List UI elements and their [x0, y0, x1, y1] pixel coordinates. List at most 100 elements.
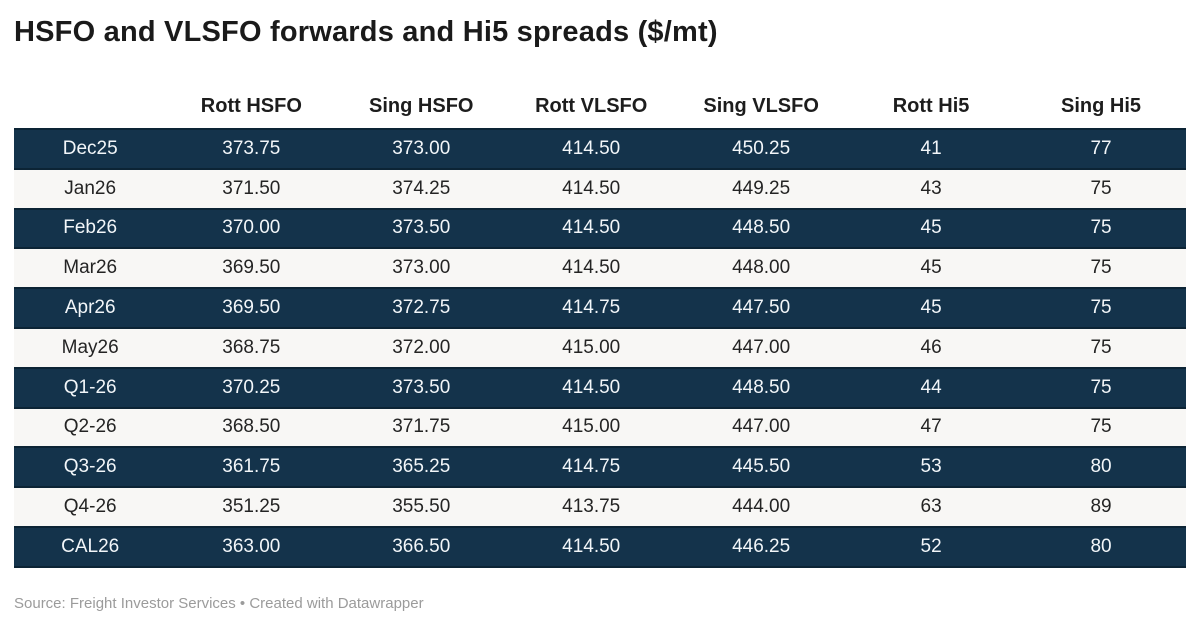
column-header: Sing VLSFO — [703, 95, 819, 117]
value-cell: 372.75 — [392, 297, 451, 319]
value-cell: 448.00 — [732, 257, 791, 279]
value-cell: 448.50 — [732, 376, 791, 398]
value-cell: 43 — [920, 177, 942, 199]
source-attribution: Source: Freight Investor Services • Crea… — [14, 594, 424, 612]
value-cell: 89 — [1090, 496, 1112, 518]
row-label-cell: Q3-26 — [63, 456, 117, 478]
row-label-cell: CAL26 — [61, 535, 120, 557]
value-cell: 414.50 — [562, 137, 621, 159]
value-cell: 445.50 — [732, 456, 791, 478]
value-cell: 414.75 — [562, 456, 621, 478]
value-cell: 371.75 — [392, 416, 451, 438]
value-cell: 373.50 — [392, 217, 451, 239]
value-cell: 52 — [920, 535, 942, 557]
value-cell: 373.00 — [392, 257, 451, 279]
value-cell: 373.00 — [392, 137, 451, 159]
table-row: Mar26 369.50 373.00 414.50 448.00 45 75 — [14, 248, 1186, 289]
table-row: May26 368.75 372.00 415.00 447.00 46 75 — [14, 327, 1186, 368]
row-label-cell: Q4-26 — [63, 496, 117, 518]
table-head: Rott HSFO Sing HSFO Rott VLSFO Sing VLSFO Ro… — [14, 85, 1186, 129]
value-cell: 45 — [920, 217, 942, 239]
value-cell: 80 — [1090, 456, 1112, 478]
value-cell: 368.50 — [222, 416, 281, 438]
value-cell: 41 — [920, 137, 942, 159]
value-cell: 373.50 — [392, 376, 451, 398]
value-cell: 448.50 — [732, 217, 791, 239]
value-cell: 361.75 — [222, 456, 281, 478]
value-cell: 80 — [1090, 535, 1112, 557]
value-cell: 75 — [1090, 177, 1112, 199]
value-cell: 75 — [1090, 336, 1112, 358]
value-cell: 53 — [920, 456, 942, 478]
value-cell: 355.50 — [392, 496, 451, 518]
table-row: Q4-26 351.25 355.50 413.75 444.00 63 89 — [14, 487, 1186, 527]
table-row: Apr26 369.50 372.75 414.75 447.50 45 75 — [14, 288, 1186, 328]
row-label-cell: Jan26 — [64, 177, 117, 199]
value-cell: 371.50 — [222, 177, 281, 199]
table-row: Jan26 371.50 374.25 414.50 449.25 43 75 — [14, 168, 1186, 209]
value-cell: 446.25 — [732, 535, 791, 557]
value-cell: 415.00 — [562, 416, 621, 438]
value-cell: 414.50 — [562, 217, 621, 239]
column-header: Sing Hi5 — [1061, 95, 1142, 117]
value-cell: 447.00 — [732, 336, 791, 358]
value-cell: 363.00 — [222, 535, 281, 557]
table-row: Dec25 373.75 373.00 414.50 450.25 41 77 — [14, 129, 1186, 169]
value-cell: 373.75 — [222, 137, 281, 159]
value-cell: 366.50 — [392, 535, 451, 557]
page: HSFO and VLSFO forwards and Hi5 spreads … — [0, 14, 1200, 628]
value-cell: 414.50 — [562, 257, 621, 279]
value-cell: 75 — [1090, 297, 1112, 319]
row-label-cell: Dec25 — [62, 137, 118, 159]
value-cell: 45 — [920, 297, 942, 319]
row-label-cell: May26 — [61, 336, 119, 358]
value-cell: 414.50 — [562, 376, 621, 398]
value-cell: 63 — [920, 496, 942, 518]
value-cell: 450.25 — [732, 137, 791, 159]
value-cell: 370.25 — [222, 376, 281, 398]
value-cell: 370.00 — [222, 217, 281, 239]
value-cell: 75 — [1090, 416, 1112, 438]
column-header: Rott Hi5 — [892, 95, 970, 117]
value-cell: 449.25 — [732, 177, 791, 199]
value-cell: 372.00 — [392, 336, 451, 358]
column-header-empty — [14, 85, 166, 129]
row-label-cell: Apr26 — [64, 297, 116, 319]
value-cell: 45 — [920, 257, 942, 279]
column-header: Sing HSFO — [369, 95, 474, 117]
table-row: Q3-26 361.75 365.25 414.75 445.50 53 80 — [14, 447, 1186, 488]
page-title: HSFO and VLSFO forwards and Hi5 spreads … — [14, 16, 718, 48]
value-cell: 414.75 — [562, 297, 621, 319]
value-cell: 77 — [1090, 137, 1112, 159]
value-cell: 444.00 — [732, 496, 791, 518]
row-label-cell: Feb26 — [63, 217, 118, 239]
value-cell: 75 — [1090, 257, 1112, 279]
value-cell: 47 — [920, 416, 942, 438]
table-body: Dec25 373.75 373.00 414.50 450.25 41 77 Jan26 37… — [14, 129, 1186, 567]
table-row: CAL26 363.00 366.50 414.50 446.25 52 80 — [14, 526, 1186, 567]
forwards-table: Rott HSFO Sing HSFO Rott VLSFO Sing VLSFO Ro… — [14, 85, 1186, 568]
value-cell: 44 — [920, 376, 942, 398]
value-cell: 415.00 — [562, 336, 621, 358]
table-row: Q1-26 370.25 373.50 414.50 448.50 44 75 — [14, 367, 1186, 408]
value-cell: 368.75 — [222, 336, 281, 358]
value-cell: 75 — [1090, 376, 1112, 398]
row-label-cell: Q1-26 — [63, 376, 117, 398]
value-cell: 351.25 — [222, 496, 281, 518]
value-cell: 447.50 — [732, 297, 791, 319]
value-cell: 447.00 — [732, 416, 791, 438]
value-cell: 369.50 — [222, 257, 281, 279]
value-cell: 365.25 — [392, 456, 451, 478]
column-header: Rott VLSFO — [535, 95, 648, 117]
value-cell: 75 — [1090, 217, 1112, 239]
table-row: Feb26 370.00 373.50 414.50 448.50 45 75 — [14, 208, 1186, 249]
value-cell: 46 — [920, 336, 942, 358]
table-header-row: Rott HSFO Sing HSFO Rott VLSFO Sing VLSFO Ro… — [14, 85, 1186, 129]
value-cell: 414.50 — [562, 535, 621, 557]
table-row: Q2-26 368.50 371.75 415.00 447.00 47 75 — [14, 407, 1186, 448]
value-cell: 374.25 — [392, 177, 451, 199]
row-label-cell: Q2-26 — [63, 416, 117, 438]
column-header: Rott HSFO — [200, 95, 302, 117]
row-label-cell: Mar26 — [63, 257, 118, 279]
value-cell: 369.50 — [222, 297, 281, 319]
